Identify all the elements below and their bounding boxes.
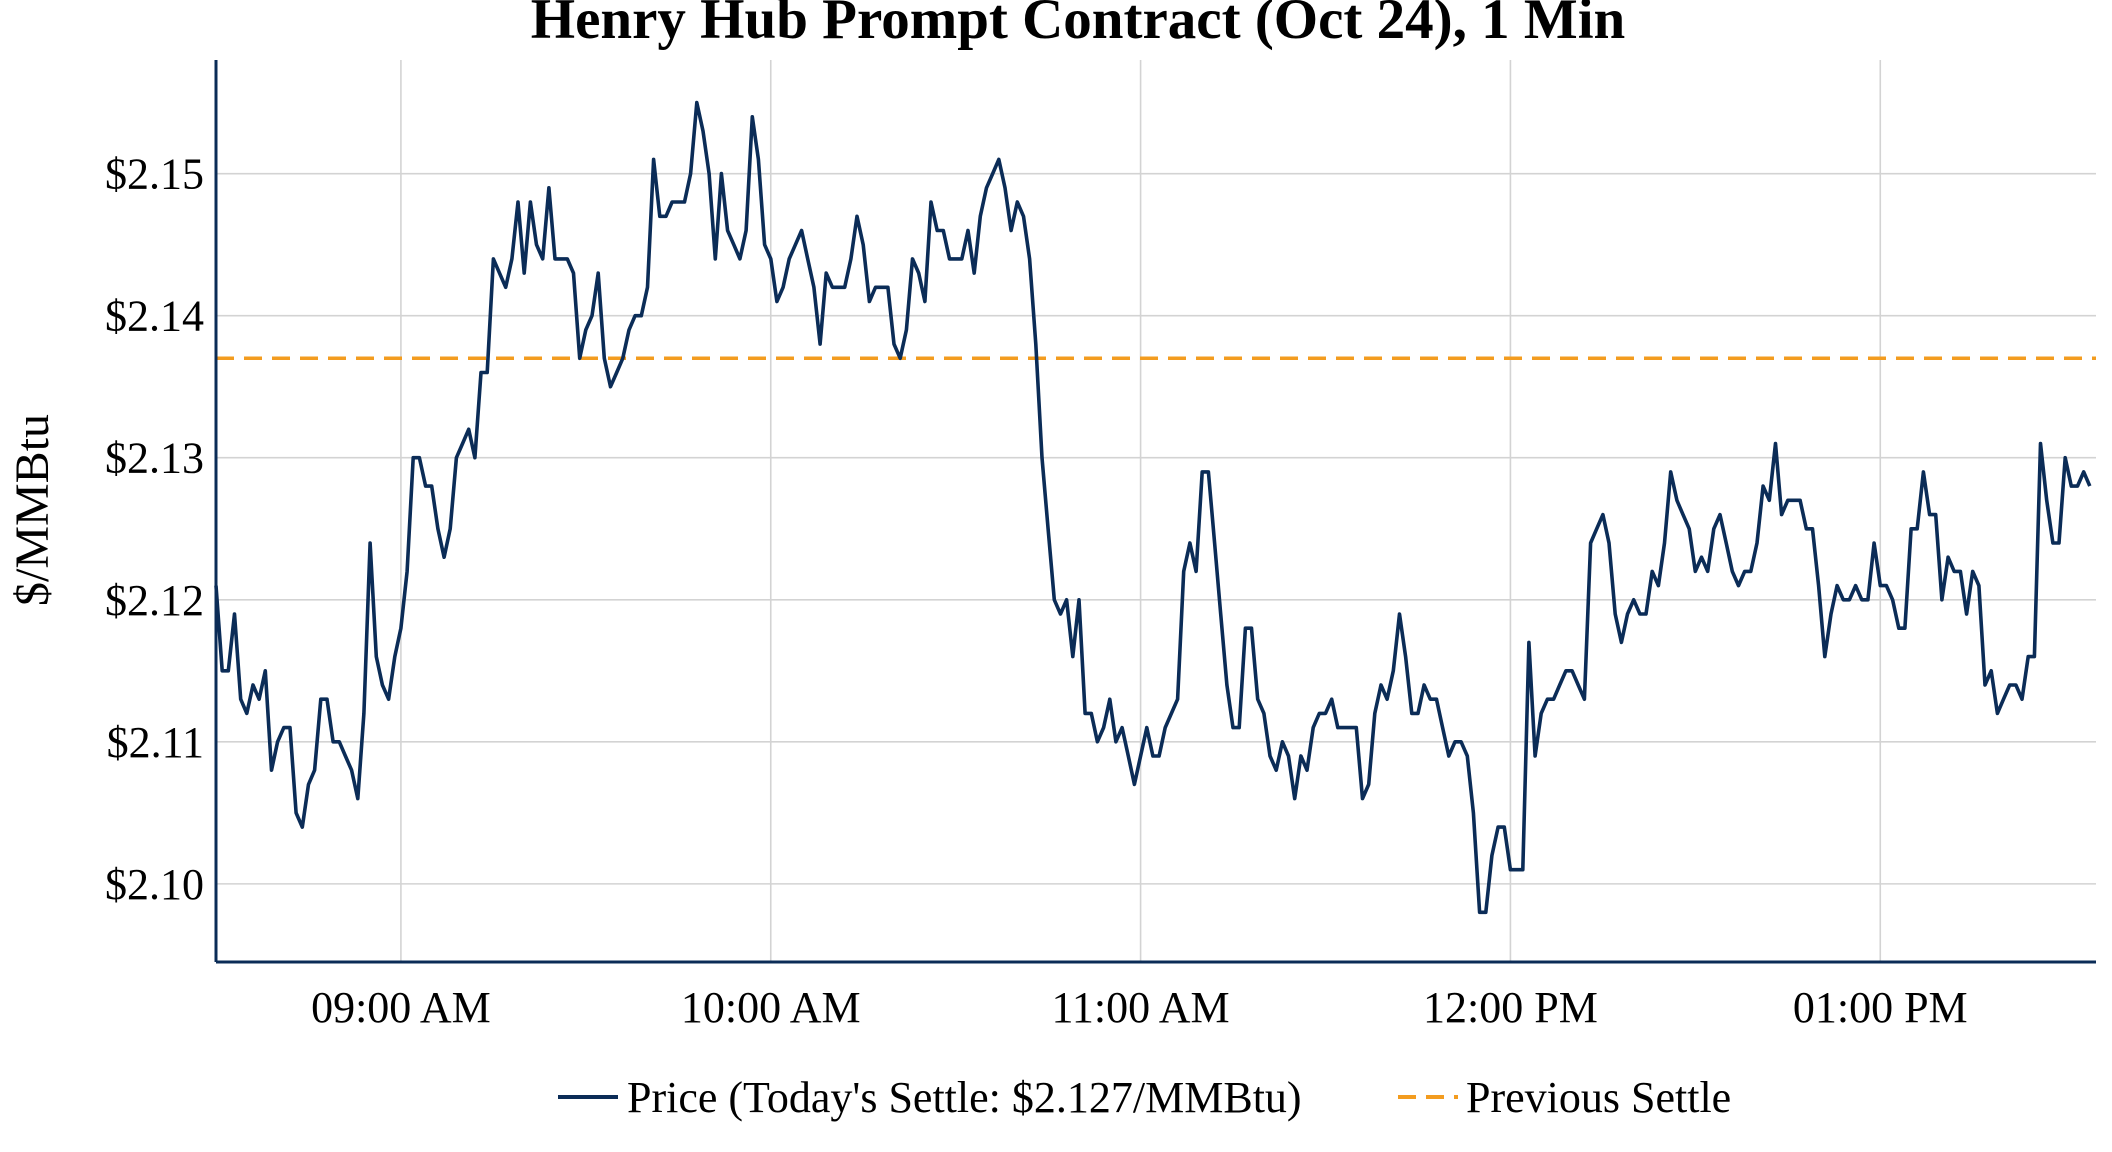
y-tick-labels: $2.10 $2.11 $2.12 $2.13 $2.14 $2.15 xyxy=(105,150,204,909)
y-tick-label: $2.11 xyxy=(107,718,204,767)
x-tick-label: 09:00 AM xyxy=(311,983,491,1032)
legend-previous-settle-label: Previous Settle xyxy=(1466,1073,1731,1122)
y-axis-title: $/MMBtu xyxy=(6,414,59,606)
x-tick-label: 01:00 PM xyxy=(1793,983,1968,1032)
x-tick-label: 11:00 AM xyxy=(1052,983,1230,1032)
chart-title: Henry Hub Prompt Contract (Oct 24), 1 Mi… xyxy=(531,0,1625,51)
grid-lines xyxy=(216,60,2096,962)
x-tick-labels: 09:00 AM 10:00 AM 11:00 AM 12:00 PM 01:00 PM xyxy=(311,983,1968,1032)
y-tick-label: $2.14 xyxy=(105,292,204,341)
y-tick-label: $2.12 xyxy=(105,576,204,625)
price-layer xyxy=(214,100,2092,915)
price-series-line xyxy=(214,100,2092,915)
y-tick-label: $2.10 xyxy=(105,860,204,909)
legend: Price (Today's Settle: $2.127/MMBtu) Pre… xyxy=(558,1073,1731,1122)
x-tick-label: 10:00 AM xyxy=(681,983,861,1032)
y-tick-label: $2.13 xyxy=(105,434,204,483)
x-tick-label: 12:00 PM xyxy=(1423,983,1598,1032)
legend-price-label: Price (Today's Settle: $2.127/MMBtu) xyxy=(627,1073,1302,1122)
y-tick-label: $2.15 xyxy=(105,150,204,199)
